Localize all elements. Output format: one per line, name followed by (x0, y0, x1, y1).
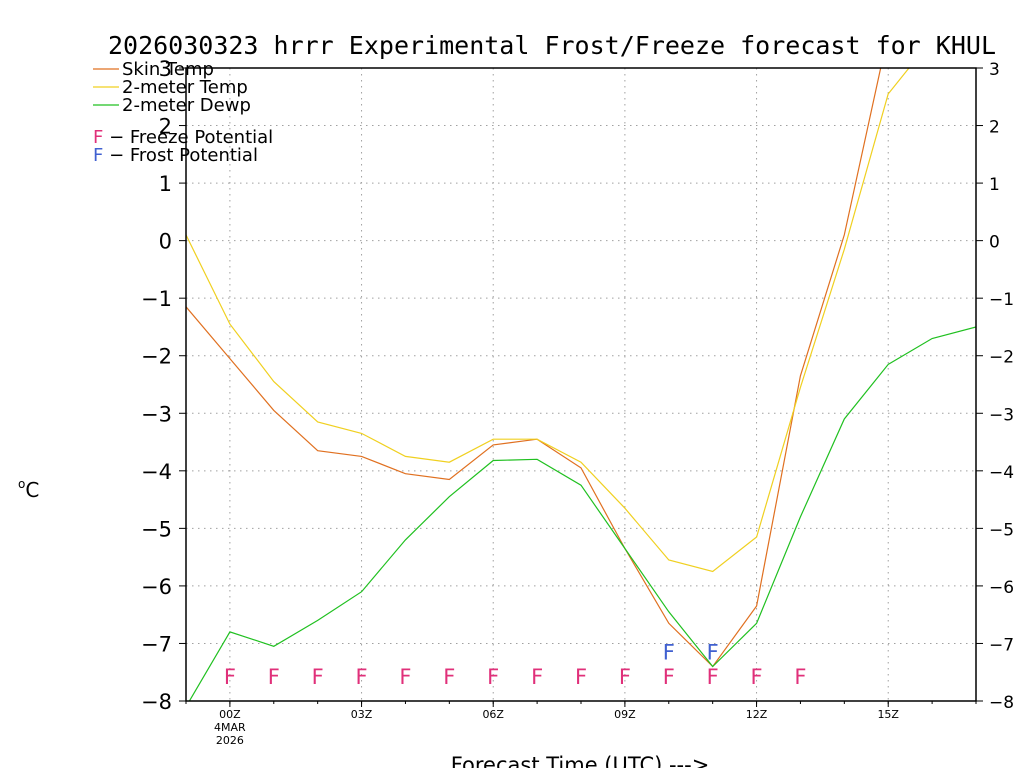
series-group (186, 68, 976, 701)
x-tick-label: 03Z (351, 708, 373, 721)
y-tick-label-right: 1 (989, 175, 1000, 195)
grid-lines (186, 68, 976, 701)
y-tick-label-left: 0 (159, 230, 172, 254)
x-tick-date-label: 4MAR (214, 721, 246, 734)
freeze-marker: F (224, 665, 236, 689)
y-axis-label-unit: C (25, 478, 39, 502)
frost-marker: F (663, 640, 675, 664)
x-tick-label: 09Z (614, 708, 636, 721)
legend-freeze-potential: F − Freeze Potential (93, 127, 273, 148)
y-tick-label-left: −7 (141, 632, 172, 656)
y-tick-label-right: −3 (989, 405, 1014, 425)
freeze-marker: F (619, 665, 631, 689)
freeze-marker: F (356, 665, 368, 689)
series-line-skin-temp (186, 68, 882, 668)
freeze-marker: F (663, 665, 675, 689)
y-tick-label-right: −6 (989, 578, 1014, 598)
y-tick-label-left: 1 (159, 172, 172, 196)
y-tick-label-right: −1 (989, 290, 1014, 310)
y-axis-label-degree: o (18, 477, 25, 491)
y-tick-label-left: 3 (159, 57, 172, 81)
y-tick-label-right: 0 (989, 233, 1000, 253)
y-tick-label-left: 2 (159, 115, 172, 139)
y-tick-label-left: −1 (141, 287, 172, 311)
frost-marker: F (707, 640, 719, 664)
y-tick-label-left: −6 (141, 575, 172, 599)
legend-label-skin-temp: Skin Temp (122, 59, 214, 80)
y-tick-label-left: −8 (141, 690, 172, 714)
freeze-marker: F (575, 665, 587, 689)
y-tick-label-right: −8 (989, 693, 1014, 713)
legend-frost-glyph: F (93, 145, 103, 166)
plot-frame (185, 67, 977, 702)
y-axis-label: oC (18, 477, 39, 502)
chart-title: 2026030323 hrrr Experimental Frost/Freez… (108, 31, 996, 60)
freeze-marker: F (443, 665, 455, 689)
legend-label-2m-temp: 2-meter Temp (122, 77, 248, 98)
x-tick-label: 00Z (219, 708, 241, 721)
freeze-marker: F (312, 665, 324, 689)
y-tick-label-right: −4 (989, 463, 1014, 483)
y-tick-label-right: −5 (989, 520, 1014, 540)
y-axis: 3 3 2 2 1 1 0 0 −1 −1 −2 −2 −3 −3 −4 −4 −5 −5 −6 −6 −7 −7 −8 −8 (141, 57, 1014, 714)
freeze-marker: F (399, 665, 411, 689)
legend: Skin Temp 2-meter Temp 2-meter Dewp F − … (93, 59, 273, 166)
y-tick-label-left: −5 (141, 517, 172, 541)
x-tick-year-label: 2026 (216, 734, 244, 747)
freeze-marker: F (268, 665, 280, 689)
y-tick-label-left: −2 (141, 345, 172, 369)
series-line-2-meter-temp (186, 68, 910, 573)
y-tick-label-left: −3 (141, 402, 172, 426)
y-tick-label-right: 2 (989, 118, 1000, 138)
x-axis-label: Forecast Time (UTC) ---> (451, 753, 710, 768)
series-line-2-meter-dewp (188, 326, 976, 701)
legend-frost-potential: F − Frost Potential (93, 145, 258, 166)
freeze-marker: F (531, 665, 543, 689)
legend-freeze-glyph: F (93, 127, 103, 148)
x-tick-label: 12Z (746, 708, 768, 721)
freeze-marker: F (751, 665, 763, 689)
freeze-marker: F (487, 665, 499, 689)
y-tick-label-left: −4 (141, 460, 172, 484)
freeze-marker: F (794, 665, 806, 689)
x-tick-label: 15Z (877, 708, 899, 721)
legend-freeze-text: − Freeze Potential (103, 127, 273, 148)
y-tick-label-right: −2 (989, 348, 1014, 368)
legend-frost-text: − Frost Potential (103, 145, 258, 166)
legend-label-2m-dewp: 2-meter Dewp (122, 95, 251, 116)
y-tick-label-right: −7 (989, 635, 1014, 655)
y-tick-label-right: 3 (989, 60, 1000, 80)
marker-group: F F F F F F F F F F F F F FF F (224, 640, 807, 689)
freeze-marker: F (707, 665, 719, 689)
x-tick-label: 06Z (482, 708, 504, 721)
